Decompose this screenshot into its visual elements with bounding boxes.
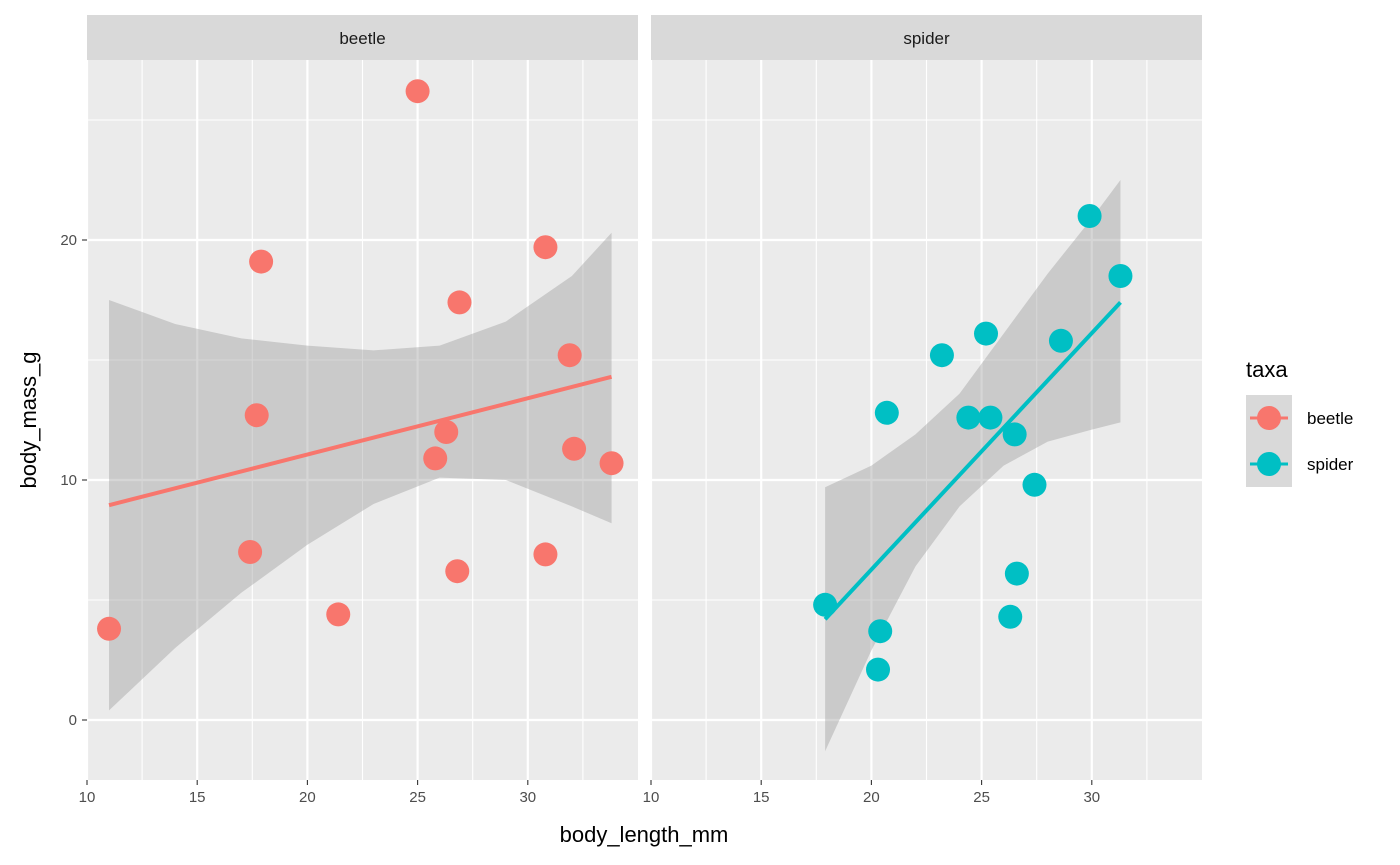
confidence-band-spider: [825, 180, 1121, 752]
data-point-spider: [929, 343, 954, 368]
x-tick-label: 20: [863, 789, 880, 806]
legend-title: taxa: [1246, 357, 1288, 382]
x-axis-spider: 10 15 20 25 30: [643, 780, 1100, 806]
legend-point-beetle: [1257, 406, 1281, 430]
data-point-beetle: [326, 602, 351, 627]
facet-panel-beetle: beetle 10 15 20 25 30: [79, 15, 638, 806]
facet-panel-spider: spider 10 15 20 25 30: [643, 15, 1202, 806]
confidence-band-spider: [825, 180, 1121, 752]
x-axis-beetle: 10 15 20 25 30: [79, 780, 536, 806]
legend-point-spider: [1257, 452, 1281, 476]
data-point-spider: [813, 592, 838, 617]
y-axis-title: body_mass_g: [16, 352, 41, 489]
legend-label-beetle: beetle: [1307, 409, 1353, 428]
strip-label-spider: spider: [903, 29, 950, 48]
data-point-spider: [1004, 561, 1029, 586]
data-point-beetle: [405, 79, 430, 104]
data-point-beetle: [533, 235, 558, 260]
data-point-beetle: [557, 343, 582, 368]
data-point-spider: [1002, 422, 1027, 447]
legend-label-spider: spider: [1307, 455, 1354, 474]
data-point-beetle: [423, 446, 448, 471]
strip-label-beetle: beetle: [339, 29, 385, 48]
data-point-beetle: [447, 290, 472, 315]
data-point-beetle: [238, 540, 263, 564]
data-point-beetle: [533, 542, 558, 567]
strip-background-spider: [651, 15, 1202, 60]
data-point-spider: [978, 405, 1003, 430]
x-tick-label: 15: [189, 789, 206, 806]
x-tick-label: 10: [643, 789, 660, 806]
strip-background-beetle: [87, 15, 638, 60]
data-point-spider: [974, 321, 999, 346]
x-tick-label: 25: [409, 789, 426, 806]
data-point-spider: [1048, 328, 1073, 353]
legend-key-beetle: beetle: [1246, 395, 1353, 441]
x-tick-label: 25: [973, 789, 990, 806]
legend-key-spider: spider: [1246, 441, 1354, 487]
data-point-spider: [998, 604, 1023, 629]
data-point-beetle: [244, 403, 269, 428]
data-point-beetle: [562, 436, 587, 461]
data-point-spider: [1077, 204, 1102, 228]
y-tick-label: 10: [60, 472, 77, 489]
x-axis-title: body_length_mm: [560, 822, 729, 847]
data-point-spider: [874, 400, 899, 425]
regression-line-beetle: [108, 374, 613, 508]
x-tick-label: 30: [1083, 789, 1100, 806]
data-point-spider: [868, 619, 893, 644]
x-tick-label: 20: [299, 789, 316, 806]
data-point-beetle: [434, 420, 459, 444]
data-point-beetle: [249, 249, 274, 274]
confidence-band-beetle: [109, 232, 612, 711]
y-tick-label: 20: [60, 232, 77, 249]
legend: taxa beetle spider: [1246, 357, 1354, 487]
points-beetle: [97, 79, 624, 641]
regression-line-spider: [823, 301, 1122, 621]
x-tick-label: 10: [79, 789, 96, 806]
points-spider: [813, 204, 1133, 682]
y-axis: 0 10 20: [60, 232, 87, 729]
x-tick-label: 15: [753, 789, 770, 806]
data-point-spider: [1022, 472, 1047, 497]
data-point-beetle: [445, 559, 470, 584]
y-tick-label: 0: [69, 712, 77, 729]
data-point-beetle: [97, 616, 122, 641]
confidence-band-beetle: [109, 232, 612, 711]
gridlines-beetle: [85, 60, 638, 780]
fit-line-spider: [823, 301, 1122, 621]
x-tick-label: 30: [519, 789, 536, 806]
data-point-spider: [1108, 264, 1133, 288]
data-point-beetle: [599, 451, 624, 476]
data-point-spider: [956, 405, 981, 430]
fit-line-beetle: [108, 374, 613, 508]
data-point-spider: [866, 657, 891, 682]
